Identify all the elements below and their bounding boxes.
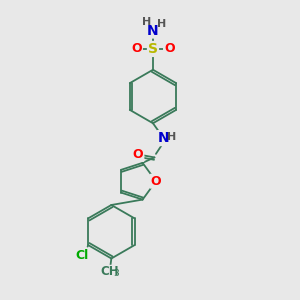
Text: N: N — [147, 23, 159, 38]
Text: O: O — [151, 175, 161, 188]
Text: H: H — [167, 132, 176, 142]
Text: H: H — [142, 17, 151, 27]
Text: CH: CH — [100, 266, 119, 278]
Text: O: O — [133, 148, 143, 161]
Text: Cl: Cl — [76, 249, 89, 262]
Text: 3: 3 — [113, 268, 119, 278]
Text: O: O — [164, 42, 175, 56]
Text: H: H — [157, 19, 166, 29]
Text: O: O — [131, 42, 142, 56]
Text: S: S — [148, 42, 158, 56]
Text: N: N — [158, 131, 169, 145]
